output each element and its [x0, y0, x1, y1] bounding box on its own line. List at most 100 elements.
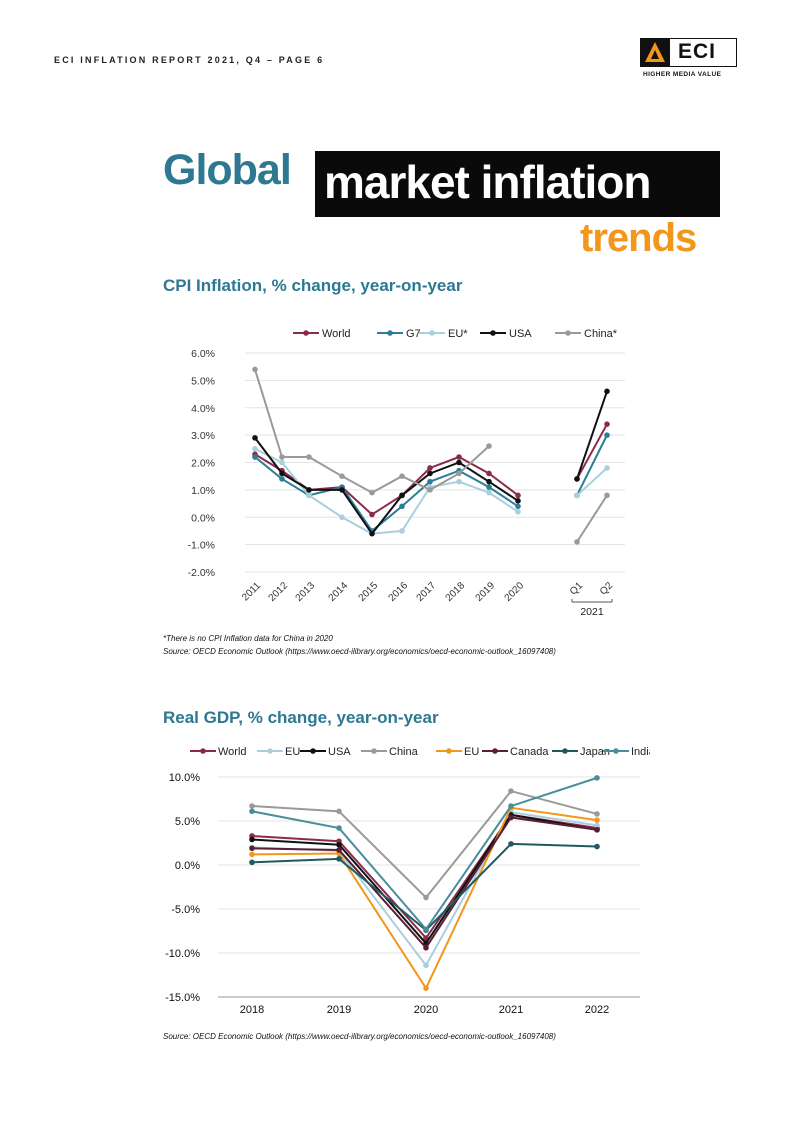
cpi-point-china	[399, 473, 405, 479]
gdp-point-india-7	[336, 825, 342, 831]
cpi-series-line-eu	[576, 467, 608, 497]
cpi-point-world	[515, 492, 521, 499]
cpi-legend-label: G7	[406, 328, 421, 340]
cpi-y-tick-label: 0.0%	[191, 512, 215, 524]
cpi-x-tick-label: 2018	[444, 580, 468, 604]
gdp-point-usa-2	[336, 841, 342, 848]
gdp-x-tick-label: 2022	[585, 1004, 609, 1016]
cpi-point-world	[486, 470, 492, 477]
cpi-point-world	[604, 421, 610, 427]
gdp-point-japan-6	[249, 859, 255, 866]
gdp-legend-marker	[446, 748, 452, 754]
cpi-x-tick-label: 2020	[503, 580, 527, 604]
cpi-point-world	[369, 511, 375, 518]
cpi-legend-marker	[303, 330, 309, 336]
cpi-point-china	[456, 470, 462, 477]
cpi-point-china	[279, 454, 285, 460]
cpi-point-usa	[604, 388, 610, 395]
cpi-x-tick-label: Q1	[568, 580, 586, 598]
cpi-series-line-china	[254, 369, 490, 494]
gdp-point-eu-4	[423, 985, 429, 991]
cpi-y-tick-label: -1.0%	[188, 540, 215, 552]
gdp-point-india-7	[594, 775, 600, 781]
cpi-x-tick-label: 2013	[294, 580, 318, 604]
cpi-legend-label: EU*	[448, 328, 468, 340]
cpi-x-tick-label: 2014	[327, 580, 351, 604]
cpi-chart-title: CPI Inflation, % change, year-on-year	[163, 276, 463, 295]
cpi-point-china	[604, 492, 610, 499]
cpi-point-world	[427, 465, 433, 471]
cpi-point-china	[369, 489, 375, 496]
gdp-point-china-3	[336, 808, 342, 815]
gdp-point-canada-5	[508, 814, 514, 821]
gdp-point-canada-5	[423, 944, 429, 951]
cpi-point-usa	[306, 487, 312, 493]
cpi-legend-label: USA	[509, 328, 532, 340]
cpi-point-eu	[456, 478, 462, 485]
report-header: ECI INFLATION REPORT 2021, Q4 – PAGE 6	[54, 55, 325, 65]
cpi-point-eu	[339, 514, 345, 521]
gdp-point-eu-1	[423, 962, 429, 969]
cpi-point-world	[456, 454, 462, 460]
cpi-point-china	[306, 454, 312, 460]
cpi-point-china	[252, 366, 258, 373]
cpi-point-eu	[604, 465, 610, 471]
gdp-point-india-7	[508, 803, 514, 809]
cpi-point-g7	[604, 432, 610, 438]
gdp-legend-label: EU	[464, 746, 479, 758]
gdp-legend-marker	[200, 748, 206, 754]
gdp-series-line-usa-2	[251, 813, 598, 945]
cpi-y-tick-label: 3.0%	[191, 430, 215, 442]
gdp-point-eu-1	[594, 822, 600, 829]
cpi-x-tick-label: 2012	[267, 580, 291, 604]
gdp-y-tick-label: -15.0%	[165, 992, 200, 1004]
cpi-x-tick-label: 2016	[387, 580, 411, 604]
gdp-x-tick-label: 2021	[499, 1004, 523, 1016]
cpi-point-usa	[515, 498, 521, 504]
gdp-y-tick-label: 0.0%	[175, 860, 200, 872]
cpi-series-line-g7	[254, 456, 519, 533]
gdp-point-usa-2	[249, 836, 255, 843]
title-global: Global	[163, 146, 292, 194]
cpi-x-tick-label: 2019	[474, 580, 498, 604]
cpi-point-eu	[279, 459, 285, 466]
gdp-point-india-7	[423, 926, 429, 933]
cpi-series-line-world	[576, 423, 608, 480]
cpi-y-tick-label: 1.0%	[191, 485, 215, 497]
gdp-point-india-7	[249, 808, 255, 815]
gdp-series-line-world-0	[251, 813, 598, 940]
gdp-legend-label: World	[218, 746, 247, 758]
cpi-footnote: *There is no CPI Inflation data for Chin…	[163, 634, 333, 643]
gdp-point-canada-5	[336, 847, 342, 853]
gdp-y-tick-label: -10.0%	[165, 948, 200, 960]
cpi-x-tick-label: 2015	[357, 580, 381, 604]
cpi-y-tick-label: 5.0%	[191, 375, 215, 387]
cpi-series-line-g7	[576, 434, 608, 496]
cpi-point-eu	[486, 489, 492, 496]
gdp-x-tick-label: 2018	[240, 1004, 264, 1016]
gdp-legend-label: EU	[285, 746, 300, 758]
gdp-point-eu-4	[249, 851, 255, 858]
cpi-legend-label: World	[322, 328, 351, 340]
cpi-x-tick-label: Q2	[598, 580, 616, 598]
gdp-legend-label: USA	[328, 746, 351, 758]
gdp-point-china-3	[249, 803, 255, 809]
cpi-group-label: 2021	[580, 606, 604, 618]
gdp-chart-title: Real GDP, % change, year-on-year	[163, 708, 439, 727]
logo-tagline: HIGHER MEDIA VALUE	[643, 71, 722, 78]
cpi-point-usa	[486, 478, 492, 485]
eci-logo: ECI HIGHER MEDIA VALUE	[640, 38, 740, 82]
cpi-point-usa	[456, 459, 462, 466]
cpi-point-eu	[252, 446, 258, 452]
cpi-point-usa	[279, 470, 285, 477]
cpi-inflation-chart: -2.0% -1.0% 0.0% 1.0% 2.0% 3.0% 4.0% 5.0% 6.0% 20…	[188, 328, 625, 618]
cpi-point-eu	[515, 508, 521, 515]
gdp-point-china-3	[423, 894, 429, 901]
cpi-legend-marker	[490, 330, 496, 336]
cpi-y-tick-label: 6.0%	[191, 348, 215, 360]
cpi-legend-marker	[387, 330, 393, 336]
gdp-point-japan-6	[594, 843, 600, 850]
cpi-y-tick-label: 2.0%	[191, 458, 215, 470]
gdp-point-eu-4	[594, 817, 600, 823]
real-gdp-chart: -15.0% -10.0% -5.0% 0.0% 5.0% 10.0% 2018 2019 20…	[165, 746, 650, 1016]
